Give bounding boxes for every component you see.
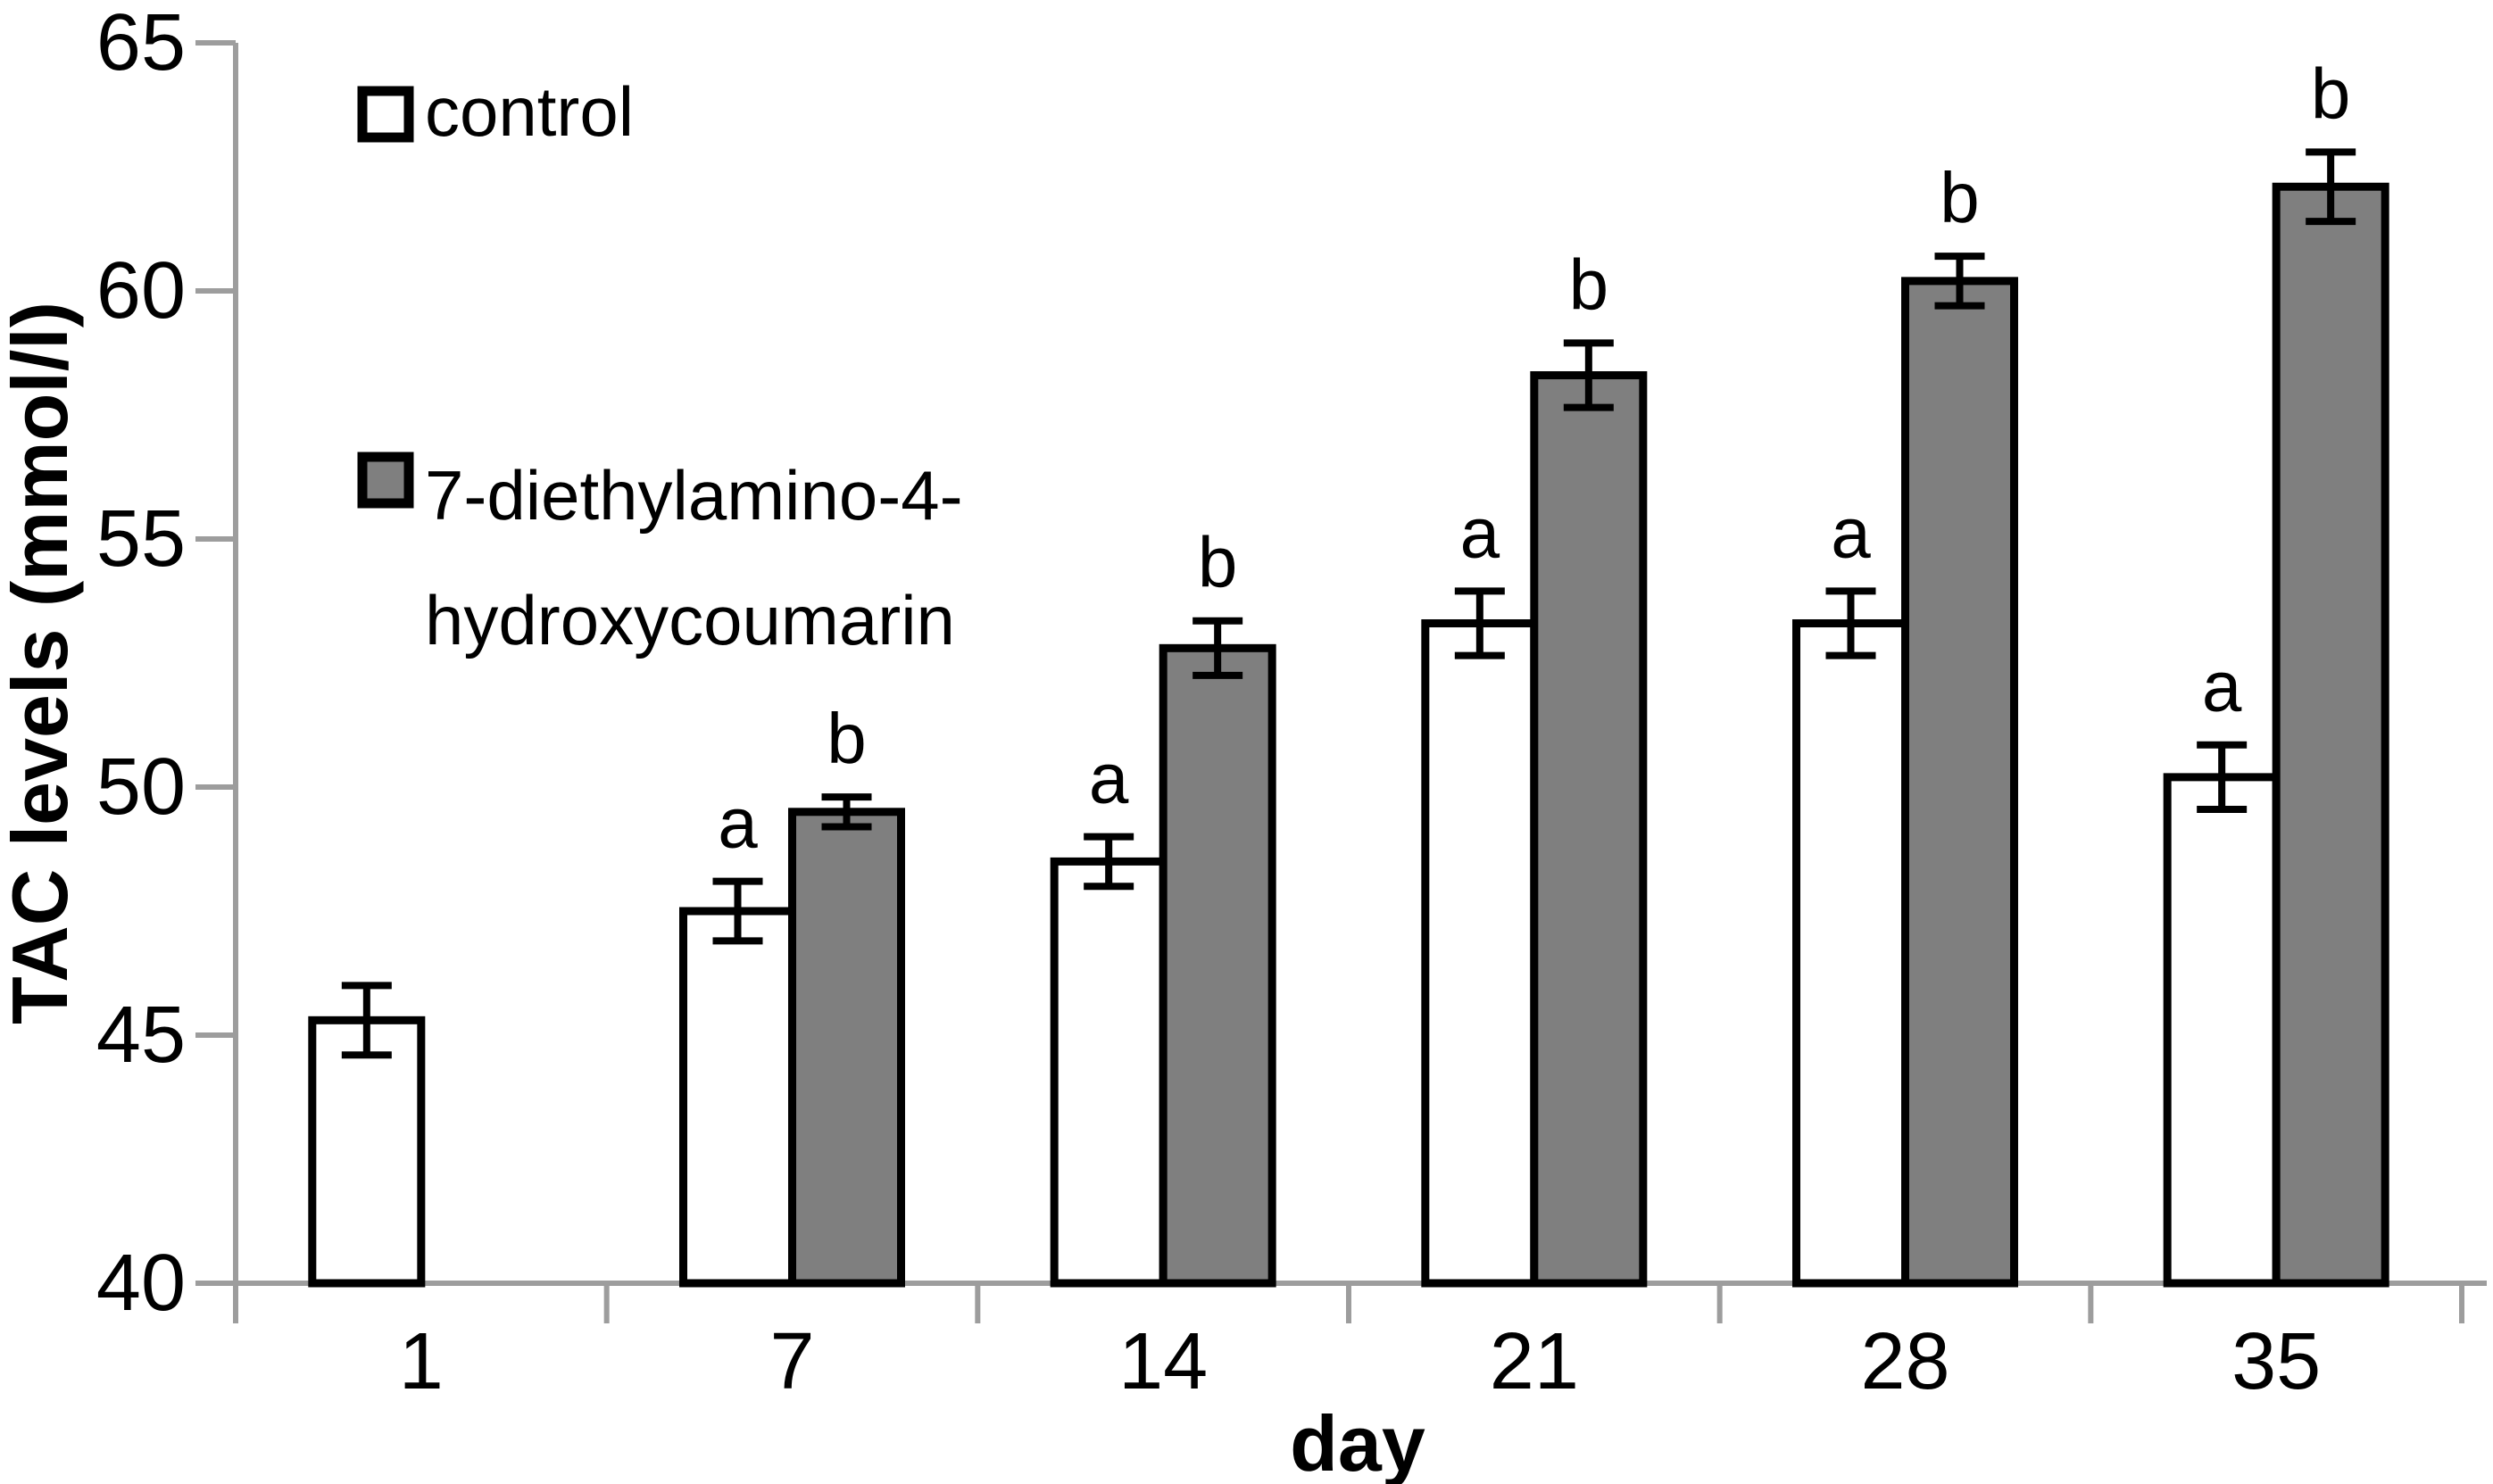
x-axis-title: day (1290, 1399, 1425, 1484)
bar-7-diethylamino-4-hydroxycoumarin-day-7 (788, 808, 905, 1288)
bar-control-day-21 (1421, 619, 1539, 1288)
y-tick-label-50: 50 (96, 742, 186, 832)
y-tick-label-65: 65 (96, 0, 186, 87)
x-tick-label-day-35: 35 (2231, 1317, 2321, 1406)
sig-letter-b-day-35: b (2311, 54, 2351, 133)
legend-label-treatment-line2: hydroxycoumarin (425, 581, 955, 659)
bar-control-day-14 (1050, 857, 1168, 1288)
sig-letter-a-day-21: a (1460, 493, 1500, 572)
x-tick-label-day-28: 28 (1860, 1317, 1949, 1406)
x-tick-label-day-7: 7 (769, 1317, 814, 1406)
y-tick-label-60: 60 (96, 246, 186, 336)
legend-swatch-treatment (357, 452, 414, 509)
legend-swatch-control (357, 86, 414, 143)
sig-letter-a-day-35: a (2202, 647, 2242, 726)
bar-control-day-35 (2163, 773, 2281, 1288)
sig-letter-b-day-28: b (1940, 158, 1980, 237)
y-tick-label-45: 45 (96, 991, 186, 1080)
y-tick-label-55: 55 (96, 494, 186, 584)
bar-7-diethylamino-4-hydroxycoumarin-day-14 (1159, 643, 1276, 1288)
bar-control-day-28 (1792, 619, 1909, 1288)
sig-letter-a-day-7: a (718, 783, 758, 863)
sig-letter-b-day-14: b (1198, 523, 1238, 602)
legend-label-treatment-line1: 7-diethylamino-4- (425, 456, 963, 535)
legend-label-control-line1: control (425, 72, 634, 151)
sig-letter-a-day-14: a (1089, 739, 1129, 818)
y-tick-label-40: 40 (96, 1239, 186, 1328)
x-tick-label-day-21: 21 (1490, 1317, 1579, 1406)
sig-letter-b-day-21: b (1569, 245, 1609, 324)
bar-7-diethylamino-4-hydroxycoumarin-day-35 (2272, 182, 2389, 1288)
sig-letter-a-day-28: a (1831, 493, 1871, 572)
bar-7-diethylamino-4-hydroxycoumarin-day-28 (1901, 277, 2018, 1288)
bar-control-day-7 (679, 907, 796, 1288)
x-tick-label-day-14: 14 (1118, 1317, 1208, 1406)
sig-letter-b-day-7: b (827, 699, 867, 778)
bar-control-day-1 (308, 1016, 426, 1288)
bar-7-diethylamino-4-hydroxycoumarin-day-21 (1530, 371, 1648, 1288)
x-tick-label-day-1: 1 (399, 1317, 444, 1406)
y-axis-title: TAC levels (mmol/l) (0, 302, 84, 1024)
